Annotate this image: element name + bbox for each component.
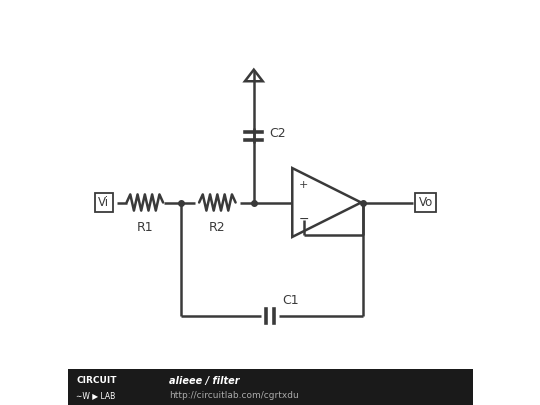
Text: −: − [299,213,309,226]
Bar [68,369,472,405]
Text: R2: R2 [209,221,226,234]
Text: ∼W ▶ LAB: ∼W ▶ LAB [77,390,116,399]
Text: +: + [299,180,308,190]
Text: C1: C1 [282,294,299,307]
Text: R1: R1 [137,221,153,234]
Text: Vi: Vi [98,196,110,209]
Text: C2: C2 [269,127,286,140]
Text: Vo: Vo [419,196,433,209]
Text: alieee / filter: alieee / filter [168,376,239,386]
Text: CIRCUIT: CIRCUIT [77,375,117,385]
Text: http://circuitlab.com/cgrtxdu: http://circuitlab.com/cgrtxdu [168,390,299,399]
